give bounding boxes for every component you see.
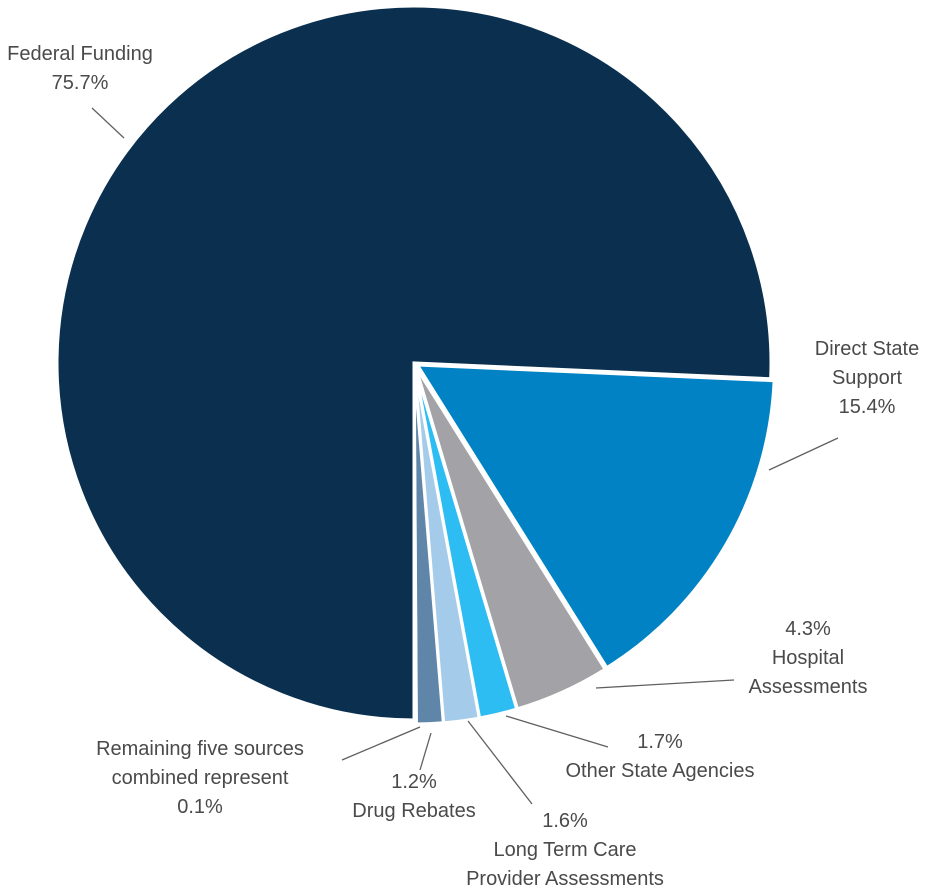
data-label-line: 0.1% [177,796,223,818]
data-label-line: 1.6% [542,810,588,832]
data-label-line: Assessments [749,676,868,698]
data-label-line: Support [832,367,902,389]
pie-slice-federal-funding [55,4,773,722]
data-label-drug-rebates: 1.2% Drug Rebates [352,771,475,822]
leader-line-long-term-care-provider-assessments [467,720,533,805]
leader-line-direct-state-support [768,437,839,471]
leader-line-remaining-five-sources-combined-represent [341,726,421,761]
leader-line-federal-funding [91,107,125,139]
data-label-direct-state-support: Direct State Support 15.4% [815,338,919,418]
data-label-line: Direct State [815,338,919,360]
data-label-line: 15.4% [839,396,896,418]
leader-line-drug-rebates [419,732,432,771]
leader-lines [91,107,839,805]
data-label-line: Remaining five sources [96,738,304,760]
data-label-line: combined represent [112,767,289,789]
data-label-line: 75.7% [52,72,109,94]
data-label-line: Drug Rebates [352,800,475,822]
data-label-line: Hospital [772,647,844,669]
data-label-line: Provider Assessments [466,868,664,890]
pie-slice-remaining-five-sources-combined-represent [412,366,418,726]
leader-line-hospital-assessments [595,679,735,689]
data-label-federal-funding: Federal Funding 75.7% [7,43,153,94]
data-label-other-state-agencies: 1.7% Other State Agencies [565,731,754,782]
leader-line-other-state-agencies [505,715,609,748]
data-label-line: 1.7% [637,731,683,753]
data-label-hospital-assessments: 4.3% Hospital Assessments [749,618,868,698]
data-label-long-term-care-provider-assessments: 1.6% Long Term Care Provider Assessments [466,810,664,890]
data-label-remaining-five-sources-combined-represent: Remaining five sources combined represent… [96,738,304,818]
data-label-line: Federal Funding [7,43,153,65]
data-label-line: 1.2% [391,771,437,793]
pie-slices [55,4,776,726]
slice-labels: Federal Funding 75.7% Direct State Support 1… [7,43,919,890]
data-label-line: Long Term Care [493,839,636,861]
data-label-line: 4.3% [785,618,831,640]
pie-slice-direct-state-support [414,363,776,670]
data-label-line: Other State Agencies [565,760,754,782]
